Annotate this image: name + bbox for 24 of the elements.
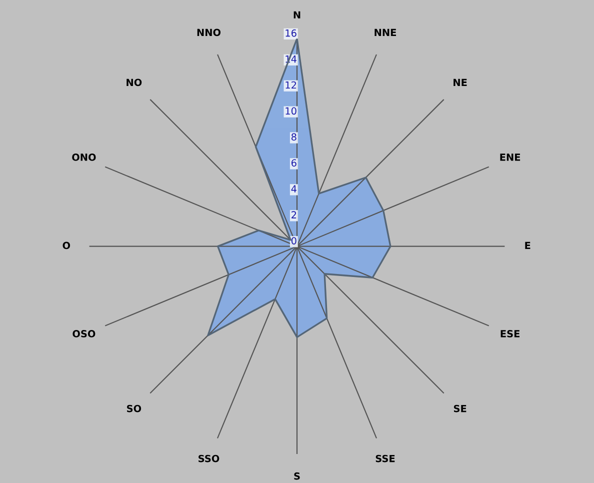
spoke-label: NNO (197, 28, 221, 36)
spoke-label: NE (454, 78, 467, 86)
y-tick-label: 0 (291, 237, 296, 244)
spoke-label: O (62, 242, 70, 250)
spoke-label: ONO (72, 154, 96, 161)
spoke-label: ENE (500, 154, 520, 161)
y-tick-label: 4 (291, 185, 296, 192)
spoke-label: SE (454, 404, 466, 412)
spoke-label: NO (126, 78, 142, 86)
y-tick-label: 10 (286, 107, 296, 115)
y-tick-label: 2 (292, 211, 296, 218)
spoke-label: SSO (198, 454, 220, 462)
spoke-label: E (525, 242, 530, 250)
spoke-label: SO (127, 404, 142, 412)
spoke-label: OSO (72, 330, 96, 338)
spoke-label: SSE (376, 454, 395, 462)
spoke-label: ESE (500, 330, 520, 338)
y-tick-label: 16 (286, 29, 296, 37)
y-tick-label: 12 (286, 81, 296, 89)
y-tick-label: 6 (291, 159, 296, 167)
spoke-label: N (294, 11, 300, 18)
y-tick-label: 8 (291, 133, 296, 141)
spoke-label: NNE (374, 28, 396, 36)
spoke-label: S (294, 472, 300, 480)
